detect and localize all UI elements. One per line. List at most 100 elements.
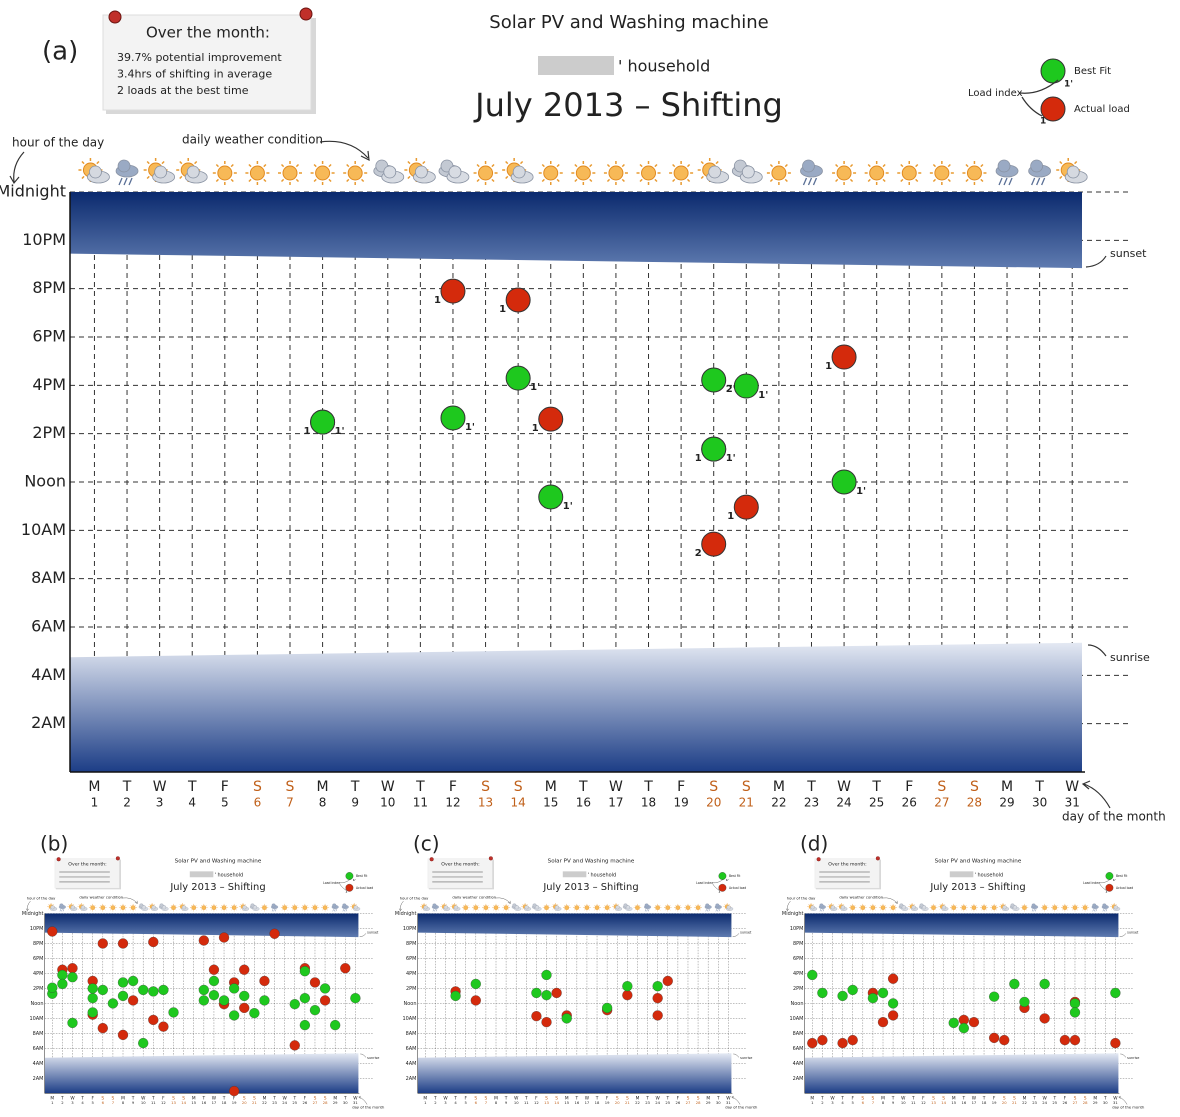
sun-ray <box>240 908 242 910</box>
rain <box>1094 909 1096 912</box>
y-tick-label: 6AM <box>31 617 66 636</box>
sun-ray <box>312 909 314 911</box>
x-tick-label: 27 <box>313 1101 318 1105</box>
redacted-box <box>949 871 974 878</box>
sun-ray <box>491 163 495 168</box>
best-fit-point <box>259 995 270 1006</box>
sun <box>221 905 227 910</box>
sun-ray <box>935 909 937 911</box>
sun-ray <box>68 908 70 910</box>
sun <box>211 905 217 910</box>
sun-ray <box>244 903 246 905</box>
x-weekday-label: M <box>1001 779 1013 795</box>
chart-title: Solar PV and Washing machine <box>175 859 262 865</box>
rain <box>646 909 648 912</box>
y-tick-label: 4AM <box>793 1061 804 1067</box>
x-tick-label: 30 <box>343 1101 348 1105</box>
y-tick-label: Noon <box>31 1001 44 1007</box>
sun-ray <box>493 909 495 911</box>
rain <box>802 177 808 186</box>
sunset-note: sunset <box>1127 931 1139 935</box>
sun-ray <box>594 904 596 906</box>
sun-ray <box>965 909 967 911</box>
rain <box>1102 909 1104 912</box>
sun-ray <box>100 904 101 906</box>
actual-load-point <box>239 1002 250 1014</box>
x-tick-label: 8 <box>882 1101 885 1105</box>
x-tick-label: 6 <box>475 1101 478 1105</box>
sun-ray <box>686 178 691 183</box>
rain <box>273 909 275 912</box>
x-tick-label: 22 <box>635 1101 640 1105</box>
arrow <box>731 1095 741 1105</box>
sun-ray <box>291 909 293 911</box>
x-weekday-label: T <box>595 1095 599 1101</box>
x-weekday-label: T <box>578 779 588 795</box>
chart-title: Solar PV and Washing machine <box>548 859 635 865</box>
cloud <box>615 905 620 910</box>
cloud <box>271 903 276 908</box>
sun-ray <box>556 178 560 183</box>
sun <box>1062 905 1068 910</box>
sun-ray <box>505 160 509 165</box>
sun-ray <box>1111 908 1113 910</box>
arrow <box>359 933 367 937</box>
sun-ray <box>519 160 524 165</box>
legend-title: Load index <box>323 881 340 885</box>
sun <box>1042 905 1047 910</box>
sun-ray <box>1046 904 1048 906</box>
sun-ray <box>965 163 969 168</box>
best-fit-point <box>440 405 466 431</box>
x-tick-label: 18 <box>222 1101 227 1105</box>
x-weekday-label: F <box>993 1095 996 1101</box>
actual-load-point <box>887 973 899 984</box>
x-tick-label: 7 <box>872 1101 875 1105</box>
x-tick-label: 1 <box>51 1101 54 1105</box>
x-tick-label: 13 <box>478 796 493 810</box>
sun-ray <box>909 908 911 910</box>
sun-ray <box>48 903 50 905</box>
y-axis-note: hour of the day <box>12 136 104 150</box>
sun-ray <box>985 909 987 911</box>
x-tick-label: 23 <box>272 1101 277 1105</box>
sun-ray <box>985 904 987 906</box>
y-tick-label: Noon <box>404 1001 417 1007</box>
rain <box>705 909 707 912</box>
sun <box>870 905 876 910</box>
y-tick-label: 8PM <box>32 278 66 297</box>
rain <box>819 909 822 912</box>
night-band-morning <box>44 1053 359 1094</box>
sun-ray <box>828 908 830 910</box>
x-weekday-label: S <box>970 779 979 795</box>
cloud <box>1092 903 1097 908</box>
x-tick-label: 25 <box>292 1101 297 1105</box>
x-tick-label: 7 <box>112 1101 115 1105</box>
x-weekday-label: F <box>464 1095 467 1101</box>
rain <box>434 909 436 912</box>
y-tick-label: 8AM <box>793 1031 804 1037</box>
sun <box>120 905 126 910</box>
cloud <box>514 905 519 910</box>
sun-ray <box>679 904 681 906</box>
sun-ray <box>843 903 845 905</box>
sun-ray <box>654 163 658 168</box>
x-weekday-label: T <box>343 1095 347 1101</box>
sun-ray <box>932 178 937 183</box>
x-tick-label: 2 <box>123 796 131 810</box>
best-fit-point <box>505 365 531 391</box>
rain <box>718 909 721 912</box>
sun-ray <box>574 904 576 906</box>
sun-ray <box>421 903 423 905</box>
actual-load-point <box>1059 1035 1070 1046</box>
weather-note: daily weather condition <box>79 895 123 899</box>
sun <box>675 905 681 910</box>
sun-ray <box>1062 909 1064 911</box>
chart-title: Solar PV and Washing machine <box>489 12 768 33</box>
sun-ray <box>541 163 545 168</box>
rain <box>1095 909 1097 912</box>
x-tick-label: 3 <box>156 796 164 810</box>
y-tick-label: 10PM <box>790 926 804 932</box>
actual-load-point <box>817 1035 828 1046</box>
sun-ray <box>1082 904 1084 906</box>
x-tick-label: 19 <box>605 1101 610 1105</box>
